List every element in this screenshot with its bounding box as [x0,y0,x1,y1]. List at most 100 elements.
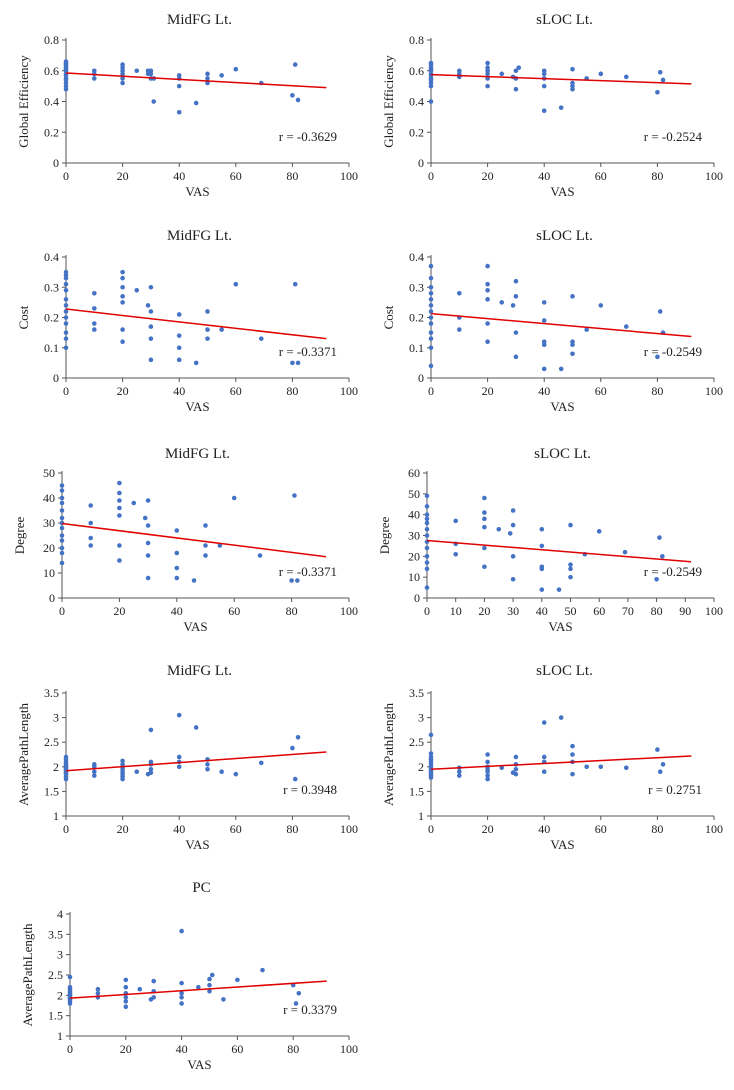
data-point [541,720,547,725]
data-point [148,284,154,290]
data-point [134,287,140,293]
y-tick-label: 0.8 [409,33,424,47]
data-point [482,495,487,501]
data-point [59,525,65,531]
data-point [596,529,602,534]
data-point [92,321,97,326]
data-point [205,71,210,77]
trend-line [61,522,327,558]
data-point [428,321,434,326]
data-point [510,576,516,582]
data-point [120,294,125,299]
x-tick-label: 20 [113,604,125,618]
data-point [179,991,184,996]
data-point [657,769,663,775]
data-point [217,543,223,548]
data-point [92,773,97,778]
data-point [507,531,513,536]
data-point [541,108,547,114]
correlation-label: r = -0.3371 [279,564,337,579]
y-tick-label: 10 [408,570,420,584]
trend-line [430,755,692,771]
data-point [510,508,516,513]
x-tick-label: 100 [705,822,723,836]
trend-line [65,308,327,340]
data-point [174,528,180,533]
trend-line [69,980,327,999]
data-point [120,300,125,305]
data-point [457,68,462,74]
chart-panel-7: MidFG Lt. 1 1.5 2 2.5 3 3.5 0 20 40 60 80 100 VAS Aver… [16,663,358,852]
y-tick-label: 20 [408,549,420,563]
data-point [205,327,210,332]
data-point [570,80,575,86]
y-tick-label: 0 [49,591,55,605]
data-point [428,336,434,341]
data-point [63,281,69,287]
data-point [176,109,182,115]
data-point [92,68,97,74]
data-point [145,553,151,558]
y-tick-label: 50 [408,487,420,501]
y-axis-label: Cost [16,305,31,329]
trend-line [65,72,327,89]
y-tick-label: 4 [57,907,63,921]
data-point [424,493,430,499]
data-point [457,327,462,332]
x-axis-label: VAS [550,399,574,414]
data-point [485,281,490,287]
data-point [179,995,184,1000]
data-point [295,578,300,583]
data-point [117,498,122,503]
x-tick-label: 80 [286,384,298,398]
data-point [457,291,462,296]
data-point [148,309,154,314]
data-point [148,770,154,776]
x-tick-label: 40 [171,604,183,618]
y-tick-label: 20 [43,541,55,555]
data-point [570,771,575,777]
y-tick-label: 30 [408,529,420,543]
y-tick-label: 50 [43,466,55,480]
data-point [660,762,666,767]
data-point [539,564,545,570]
data-point [570,66,575,72]
y-tick-label: 1 [57,1029,63,1043]
data-point [558,715,564,720]
x-tick-label: 80 [651,822,663,836]
chart-title: MidFG Lt. [167,663,232,679]
data-point [499,300,505,305]
x-axis-label: VAS [185,184,209,199]
correlation-label: r = 0.2751 [648,782,702,797]
x-tick-label: 80 [651,169,663,183]
x-tick-label: 0 [67,1042,73,1056]
data-point [148,759,154,765]
data-point [290,745,295,751]
data-point [123,977,129,983]
data-point [92,762,97,767]
data-point [92,769,97,775]
data-point [453,518,459,524]
data-point [134,68,140,74]
data-point [485,321,490,326]
data-point [655,89,660,95]
y-tick-label: 10 [43,566,55,580]
correlation-label: r = -0.3629 [279,129,337,144]
x-tick-label: 0 [428,384,434,398]
data-point [123,1004,129,1010]
data-point [203,553,208,558]
chart-panel-4: sLOC Lt. 0 0.1 0.2 0.3 0.4 0 20 40 60 80 100 VAS Cost… [381,228,723,414]
data-point [148,357,154,363]
data-point [174,565,180,571]
data-point [424,566,430,572]
data-point [257,553,263,558]
data-point [485,759,490,765]
data-point [424,512,430,517]
data-point [482,545,487,551]
data-point [485,752,490,757]
data-point [123,995,129,1000]
data-point [67,984,73,990]
data-point [428,291,434,296]
y-tick-label: 0.4 [44,95,59,109]
